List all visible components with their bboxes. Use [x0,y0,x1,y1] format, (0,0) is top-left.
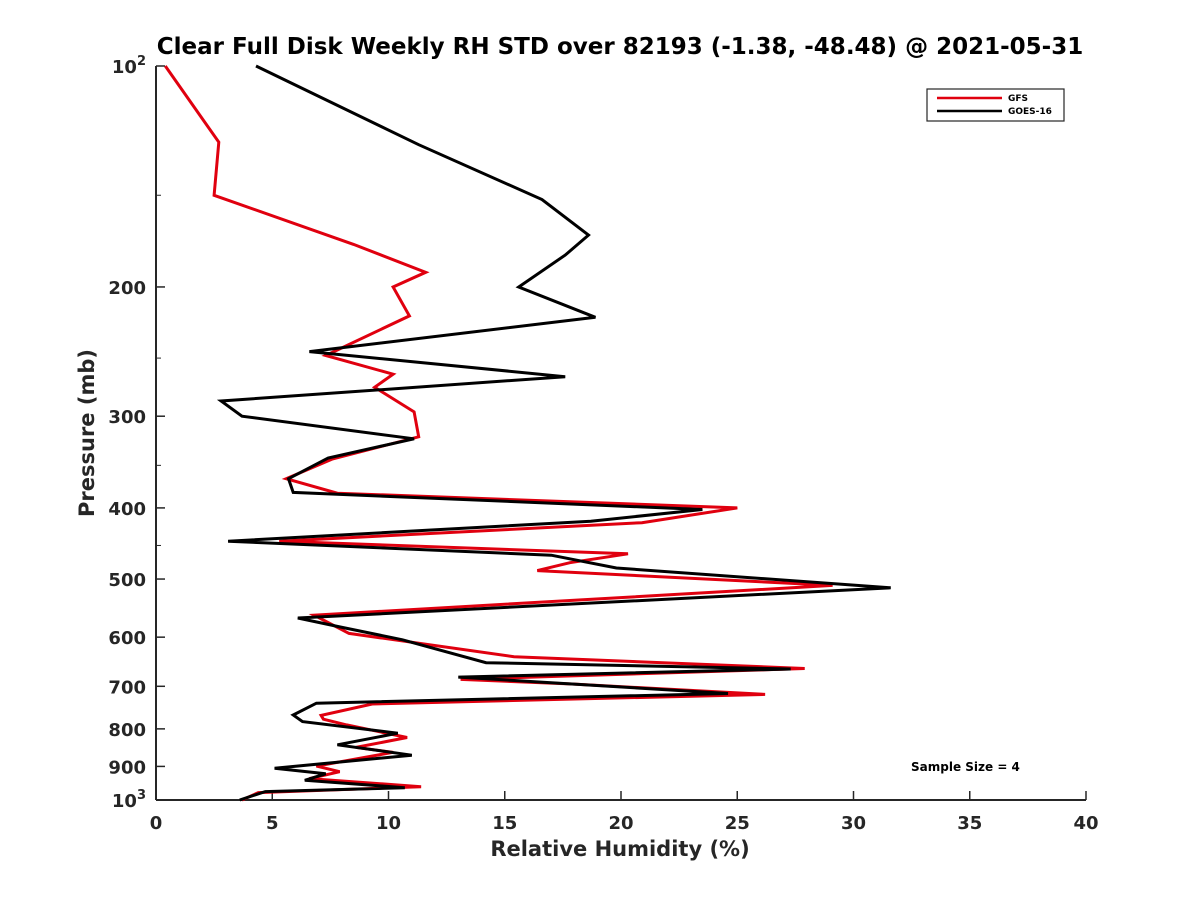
y-tick-label: 600 [108,628,146,649]
series-line-gfs [164,65,833,802]
chart-title: Clear Full Disk Weekly RH STD over 82193… [157,34,1083,60]
legend-box [926,88,1065,122]
x-tick-label: 35 [957,813,982,834]
sample-size-annotation: Sample Size = 4 [911,760,1020,774]
y-tick-label: 400 [108,499,146,520]
legend: GFS GOES-16 [926,88,1065,122]
y-axis-label: Pressure (mb) [75,349,99,517]
x-tick-label: 5 [266,813,279,834]
x-tick-label: 20 [608,813,633,834]
series-line-goes16 [216,64,891,802]
y-tick-label: 200 [108,278,146,299]
y-tick-label: 500 [108,570,146,591]
legend-label-goes16: GOES-16 [1008,107,1052,117]
y-tick-label: 300 [108,407,146,428]
legend-label-gfs: GFS [1008,94,1028,104]
x-tick-label: 0 [150,813,163,834]
x-tick-label: 30 [841,813,866,834]
plot-area: 0 5 10 15 20 25 30 35 40 102 200 300 400 500 600 700 800… [108,54,1098,834]
x-tick-label: 10 [376,813,401,834]
y-tick-label: 102 [112,54,146,78]
y-tick-label: 700 [108,677,146,698]
x-tick-label: 15 [492,813,517,834]
x-tick-label: 40 [1073,813,1098,834]
y-tick-label: 900 [108,757,146,778]
x-axis-label: Relative Humidity (%) [490,837,749,861]
x-tick-label: 25 [725,813,750,834]
y-tick-label: 800 [108,720,146,741]
y-tick-label: 103 [112,788,146,812]
